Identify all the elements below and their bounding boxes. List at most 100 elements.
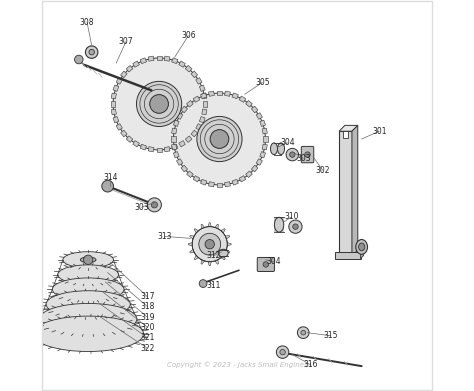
- FancyBboxPatch shape: [274, 217, 284, 232]
- Circle shape: [113, 58, 205, 150]
- Ellipse shape: [39, 303, 137, 335]
- Ellipse shape: [274, 217, 284, 232]
- Polygon shape: [202, 109, 207, 115]
- Polygon shape: [225, 249, 230, 253]
- Polygon shape: [172, 58, 178, 64]
- Polygon shape: [251, 106, 258, 113]
- Polygon shape: [120, 71, 127, 78]
- Text: 317: 317: [140, 292, 155, 301]
- Polygon shape: [171, 136, 176, 142]
- Polygon shape: [190, 235, 194, 239]
- Polygon shape: [116, 124, 122, 130]
- Polygon shape: [339, 126, 358, 131]
- Ellipse shape: [356, 240, 367, 254]
- Polygon shape: [215, 224, 219, 229]
- Text: 315: 315: [323, 331, 338, 340]
- Polygon shape: [201, 179, 207, 185]
- Polygon shape: [196, 78, 202, 84]
- Circle shape: [199, 280, 207, 287]
- Text: 321: 321: [140, 333, 155, 342]
- Polygon shape: [173, 152, 179, 158]
- Ellipse shape: [277, 143, 284, 154]
- Circle shape: [290, 152, 295, 157]
- Polygon shape: [227, 243, 231, 246]
- Circle shape: [301, 330, 306, 335]
- Polygon shape: [361, 251, 364, 258]
- Polygon shape: [113, 85, 119, 91]
- Circle shape: [89, 49, 94, 55]
- Text: 319: 319: [140, 312, 155, 321]
- Polygon shape: [156, 148, 162, 152]
- Polygon shape: [232, 93, 238, 99]
- Text: 304: 304: [280, 138, 295, 147]
- Text: 322: 322: [140, 344, 155, 353]
- Polygon shape: [179, 61, 185, 67]
- Polygon shape: [190, 249, 194, 253]
- Polygon shape: [116, 78, 122, 84]
- Polygon shape: [191, 130, 198, 137]
- Polygon shape: [221, 229, 225, 233]
- Text: 312: 312: [207, 251, 221, 260]
- Polygon shape: [133, 61, 139, 67]
- Text: 320: 320: [140, 323, 155, 332]
- Polygon shape: [246, 171, 252, 178]
- Polygon shape: [188, 243, 192, 246]
- FancyBboxPatch shape: [335, 251, 361, 258]
- Polygon shape: [217, 91, 222, 95]
- Text: 303: 303: [296, 154, 310, 163]
- Polygon shape: [352, 126, 358, 256]
- Polygon shape: [225, 182, 230, 187]
- Circle shape: [85, 46, 98, 58]
- Polygon shape: [187, 171, 193, 178]
- Polygon shape: [185, 136, 192, 142]
- Text: 305: 305: [255, 78, 270, 87]
- Polygon shape: [263, 136, 268, 142]
- Polygon shape: [251, 165, 258, 172]
- Circle shape: [151, 202, 157, 208]
- Polygon shape: [140, 58, 146, 64]
- Polygon shape: [173, 120, 179, 126]
- Polygon shape: [194, 229, 199, 233]
- Ellipse shape: [46, 291, 130, 317]
- Polygon shape: [256, 113, 263, 119]
- Ellipse shape: [52, 278, 124, 301]
- Ellipse shape: [358, 243, 365, 251]
- Polygon shape: [339, 131, 352, 256]
- Text: 316: 316: [304, 361, 318, 369]
- Polygon shape: [239, 96, 246, 102]
- Polygon shape: [111, 101, 115, 106]
- Ellipse shape: [271, 143, 277, 154]
- Text: 318: 318: [140, 302, 155, 311]
- Polygon shape: [260, 120, 265, 126]
- Circle shape: [293, 224, 298, 230]
- Polygon shape: [133, 141, 139, 147]
- Circle shape: [289, 220, 302, 233]
- Polygon shape: [201, 260, 204, 264]
- Polygon shape: [172, 128, 177, 134]
- Text: 313: 313: [158, 232, 172, 241]
- Circle shape: [192, 227, 228, 262]
- Polygon shape: [179, 141, 185, 147]
- Polygon shape: [221, 255, 225, 260]
- Text: 306: 306: [181, 31, 196, 40]
- Polygon shape: [246, 100, 252, 107]
- Polygon shape: [140, 144, 146, 150]
- Polygon shape: [239, 176, 246, 182]
- Polygon shape: [113, 117, 119, 123]
- Polygon shape: [232, 179, 238, 185]
- Ellipse shape: [58, 265, 118, 284]
- Circle shape: [197, 117, 242, 161]
- Polygon shape: [225, 91, 230, 96]
- Polygon shape: [193, 96, 200, 102]
- Polygon shape: [209, 91, 214, 96]
- Polygon shape: [156, 56, 162, 60]
- Polygon shape: [120, 130, 127, 137]
- Polygon shape: [260, 152, 265, 158]
- Text: 307: 307: [118, 37, 133, 46]
- Polygon shape: [172, 144, 178, 150]
- Polygon shape: [200, 117, 205, 123]
- Text: 304: 304: [267, 257, 282, 266]
- Polygon shape: [201, 93, 207, 99]
- Polygon shape: [217, 183, 222, 187]
- Polygon shape: [196, 124, 202, 130]
